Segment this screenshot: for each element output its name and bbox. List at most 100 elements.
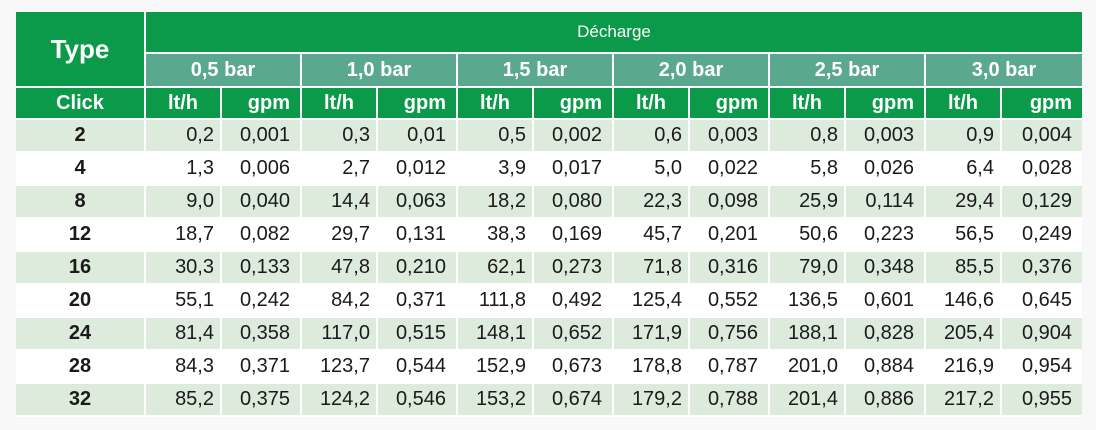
gpm-cell: 0,080 [534, 186, 614, 219]
gpm-cell: 0,003 [690, 120, 770, 153]
gpm-cell: 0,001 [222, 120, 302, 153]
lt-per-hour-cell: 45,7 [614, 219, 690, 252]
lt-per-hour-cell: 0,9 [926, 120, 1002, 153]
gpm-cell: 0,828 [846, 318, 926, 351]
gpm-cell: 0,358 [222, 318, 302, 351]
gpm-cell: 0,131 [378, 219, 458, 252]
gpm-cell: 0,371 [378, 285, 458, 318]
unit-gpm-header: gpm [378, 88, 458, 120]
lt-per-hour-cell: 55,1 [146, 285, 222, 318]
gpm-cell: 0,886 [846, 384, 926, 417]
lt-per-hour-cell: 5,0 [614, 153, 690, 186]
lt-per-hour-cell: 85,5 [926, 252, 1002, 285]
table-row: 8 9,0 0,040 14,4 0,063 18,2 0,080 22,3 0,098 25,9… [16, 186, 1083, 219]
lt-per-hour-cell: 217,2 [926, 384, 1002, 417]
lt-per-hour-cell: 18,7 [146, 219, 222, 252]
gpm-cell: 0,210 [378, 252, 458, 285]
lt-per-hour-cell: 38,3 [458, 219, 534, 252]
lt-per-hour-cell: 85,2 [146, 384, 222, 417]
gpm-cell: 0,955 [1002, 384, 1083, 417]
unit-lt-header: lt/h [302, 88, 378, 120]
gpm-cell: 0,645 [1002, 285, 1083, 318]
lt-per-hour-cell: 62,1 [458, 252, 534, 285]
gpm-cell: 0,017 [534, 153, 614, 186]
lt-per-hour-cell: 25,9 [770, 186, 846, 219]
gpm-cell: 0,004 [1002, 120, 1083, 153]
unit-lt-header: lt/h [458, 88, 534, 120]
gpm-cell: 0,003 [846, 120, 926, 153]
click-value: 16 [16, 252, 146, 285]
lt-per-hour-cell: 47,8 [302, 252, 378, 285]
lt-per-hour-cell: 0,8 [770, 120, 846, 153]
lt-per-hour-cell: 188,1 [770, 318, 846, 351]
gpm-cell: 0,022 [690, 153, 770, 186]
lt-per-hour-cell: 123,7 [302, 351, 378, 384]
gpm-cell: 0,026 [846, 153, 926, 186]
gpm-cell: 0,028 [1002, 153, 1083, 186]
lt-per-hour-cell: 0,3 [302, 120, 378, 153]
table-row: 2 0,2 0,001 0,3 0,01 0,5 0,002 0,6 0,003 0,8 0,003… [16, 120, 1083, 153]
gpm-cell: 0,954 [1002, 351, 1083, 384]
gpm-cell: 0,376 [1002, 252, 1083, 285]
gpm-cell: 0,904 [1002, 318, 1083, 351]
unit-gpm-header: gpm [846, 88, 926, 120]
lt-per-hour-cell: 18,2 [458, 186, 534, 219]
lt-per-hour-cell: 84,3 [146, 351, 222, 384]
type-header: Type [16, 12, 146, 88]
gpm-cell: 0,169 [534, 219, 614, 252]
pressure-header: 0,5 bar [146, 54, 302, 88]
click-value: 24 [16, 318, 146, 351]
unit-gpm-header: gpm [222, 88, 302, 120]
lt-per-hour-cell: 81,4 [146, 318, 222, 351]
lt-per-hour-cell: 179,2 [614, 384, 690, 417]
click-value: 2 [16, 120, 146, 153]
lt-per-hour-cell: 30,3 [146, 252, 222, 285]
gpm-cell: 0,375 [222, 384, 302, 417]
gpm-cell: 0,544 [378, 351, 458, 384]
gpm-cell: 0,273 [534, 252, 614, 285]
unit-lt-header: lt/h [926, 88, 1002, 120]
lt-per-hour-cell: 14,4 [302, 186, 378, 219]
lt-per-hour-cell: 201,4 [770, 384, 846, 417]
table-row: 12 18,7 0,082 29,7 0,131 38,3 0,169 45,7 0,201 50… [16, 219, 1083, 252]
gpm-cell: 0,492 [534, 285, 614, 318]
click-value: 20 [16, 285, 146, 318]
lt-per-hour-cell: 6,4 [926, 153, 1002, 186]
gpm-cell: 0,129 [1002, 186, 1083, 219]
gpm-cell: 0,348 [846, 252, 926, 285]
gpm-cell: 0,884 [846, 351, 926, 384]
pressure-header: 3,0 bar [926, 54, 1083, 88]
gpm-cell: 0,756 [690, 318, 770, 351]
discharge-header: Décharge [146, 12, 1083, 54]
gpm-cell: 0,515 [378, 318, 458, 351]
lt-per-hour-cell: 5,8 [770, 153, 846, 186]
pressure-header: 1,0 bar [302, 54, 458, 88]
lt-per-hour-cell: 125,4 [614, 285, 690, 318]
pressure-header: 1,5 bar [458, 54, 614, 88]
lt-per-hour-cell: 205,4 [926, 318, 1002, 351]
gpm-cell: 0,674 [534, 384, 614, 417]
lt-per-hour-cell: 136,5 [770, 285, 846, 318]
lt-per-hour-cell: 3,9 [458, 153, 534, 186]
click-header: Click [16, 88, 146, 120]
table-body: 2 0,2 0,001 0,3 0,01 0,5 0,002 0,6 0,003 0,8 0,003… [16, 120, 1083, 417]
pressure-header: 2,0 bar [614, 54, 770, 88]
gpm-cell: 0,787 [690, 351, 770, 384]
gpm-cell: 0,002 [534, 120, 614, 153]
discharge-table-container: Type Décharge 0,5 bar 1,0 bar 1,5 bar 2,… [16, 12, 1083, 417]
lt-per-hour-cell: 201,0 [770, 351, 846, 384]
pressure-header: 2,5 bar [770, 54, 926, 88]
gpm-cell: 0,133 [222, 252, 302, 285]
gpm-cell: 0,546 [378, 384, 458, 417]
gpm-cell: 0,114 [846, 186, 926, 219]
lt-per-hour-cell: 117,0 [302, 318, 378, 351]
unit-gpm-header: gpm [1002, 88, 1083, 120]
table-row: 4 1,3 0,006 2,7 0,012 3,9 0,017 5,0 0,022 5,8 0,02… [16, 153, 1083, 186]
gpm-cell: 0,223 [846, 219, 926, 252]
gpm-cell: 0,098 [690, 186, 770, 219]
unit-gpm-header: gpm [534, 88, 614, 120]
gpm-cell: 0,082 [222, 219, 302, 252]
lt-per-hour-cell: 22,3 [614, 186, 690, 219]
table-row: 16 30,3 0,133 47,8 0,210 62,1 0,273 71,8 0,316 79… [16, 252, 1083, 285]
lt-per-hour-cell: 216,9 [926, 351, 1002, 384]
